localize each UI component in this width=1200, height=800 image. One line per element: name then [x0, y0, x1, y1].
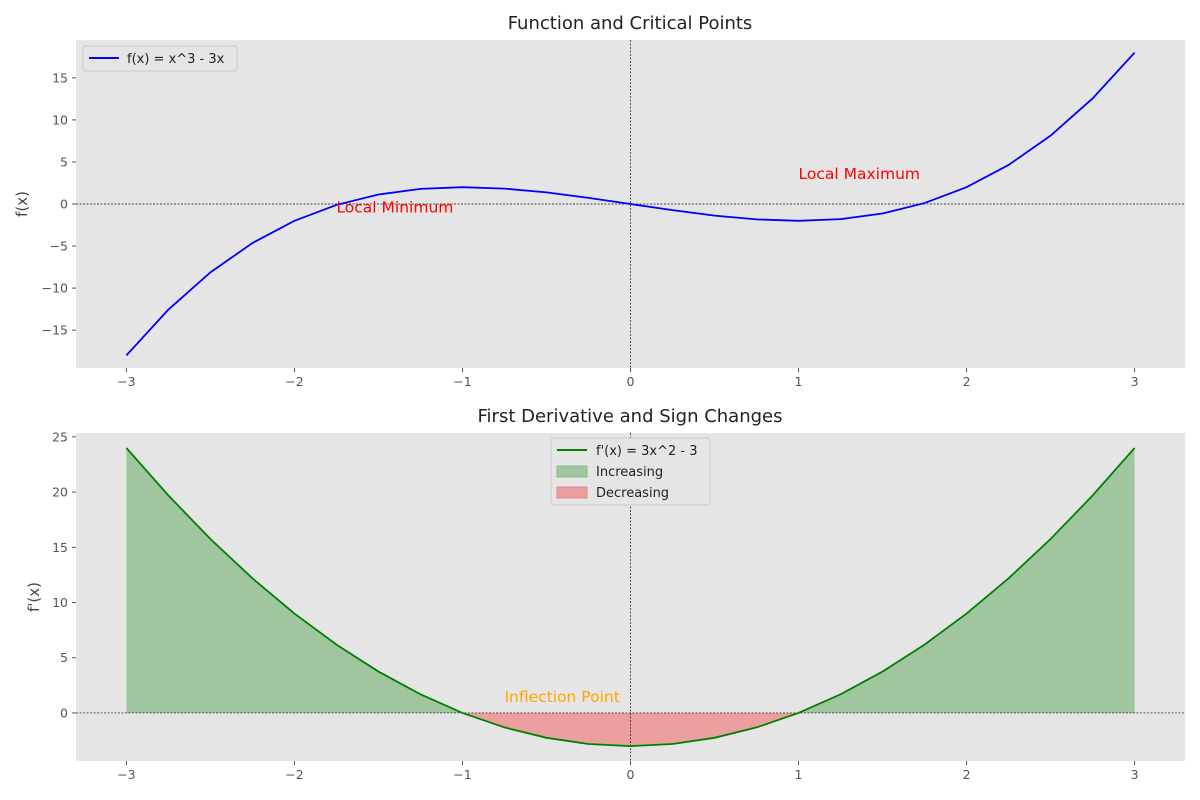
- x-tick-label: −1: [453, 767, 471, 782]
- derivative-y-ticks: 0 5 10 15 20 25: [52, 429, 76, 720]
- y-tick-label: 10: [52, 595, 68, 610]
- y-tick-label: −10: [42, 281, 68, 296]
- function-curve: [125, 52, 1136, 356]
- x-tick-label: 2: [963, 767, 971, 782]
- increasing-fill-left: [126, 447, 463, 713]
- x-tick-label: 1: [795, 767, 803, 782]
- derivative-reference-lines: [76, 433, 1185, 761]
- function-y-ticks: −15 −10 −5 0 5 10 15: [42, 70, 76, 338]
- y-tick-label: 15: [52, 70, 68, 85]
- derivative-legend-box: [550, 437, 711, 506]
- derivative-legend: f'(x) = 3x^2 - 3 Increasing Decreasing: [550, 437, 711, 506]
- y-tick-label: 5: [60, 154, 68, 169]
- derivative-y-axis-label: f'(x): [25, 582, 43, 612]
- derivative-chart: First Derivative and Sign Changes f'(x) …: [25, 406, 1185, 782]
- function-chart-title: Function and Critical Points: [508, 13, 753, 34]
- x-tick-label: 3: [1131, 767, 1139, 782]
- y-tick-label: 0: [60, 197, 68, 212]
- y-tick-label: −5: [50, 239, 68, 254]
- x-tick-label: 1: [795, 374, 803, 389]
- y-tick-label: 15: [52, 540, 68, 555]
- function-legend: f(x) = x^3 - 3x: [82, 45, 238, 72]
- inflection-point-annotation: Inflection Point: [504, 688, 619, 706]
- increasing-fill-right: [798, 447, 1135, 713]
- function-chart: Function and Critical Points f(x) −3 −2 −1…: [13, 13, 1185, 389]
- x-tick-label: −3: [117, 374, 135, 389]
- function-legend-box: [82, 45, 238, 72]
- x-tick-label: −3: [117, 767, 135, 782]
- increasing-legend-swatch: [556, 465, 588, 478]
- y-tick-label: −15: [42, 323, 68, 338]
- y-tick-label: 20: [52, 485, 68, 500]
- x-tick-label: 2: [963, 374, 971, 389]
- derivative-x-ticks: −3 −2 −1 0 1 2 3: [117, 761, 1139, 782]
- derivative-legend-label: f'(x) = 3x^2 - 3: [596, 444, 698, 459]
- decreasing-legend-label: Decreasing: [596, 486, 669, 501]
- x-tick-label: −1: [453, 374, 471, 389]
- decreasing-legend-swatch: [556, 486, 588, 499]
- x-tick-label: 0: [627, 767, 635, 782]
- local-maximum-annotation: Local Maximum: [799, 165, 920, 183]
- x-tick-label: −2: [285, 374, 303, 389]
- x-tick-label: −2: [285, 767, 303, 782]
- function-legend-label: f(x) = x^3 - 3x: [127, 52, 225, 67]
- x-tick-label: 0: [627, 374, 635, 389]
- x-tick-label: 3: [1131, 374, 1139, 389]
- increasing-legend-label: Increasing: [596, 465, 663, 480]
- function-y-axis-label: f(x): [13, 191, 31, 217]
- derivative-chart-title: First Derivative and Sign Changes: [478, 406, 783, 427]
- y-tick-label: 10: [52, 112, 68, 127]
- function-x-ticks: −3 −2 −1 0 1 2 3: [117, 368, 1139, 389]
- local-minimum-annotation: Local Minimum: [336, 198, 453, 216]
- y-tick-label: 25: [52, 429, 68, 444]
- derivative-curve: [125, 447, 1136, 747]
- y-tick-label: 0: [60, 705, 68, 720]
- y-tick-label: 5: [60, 650, 68, 665]
